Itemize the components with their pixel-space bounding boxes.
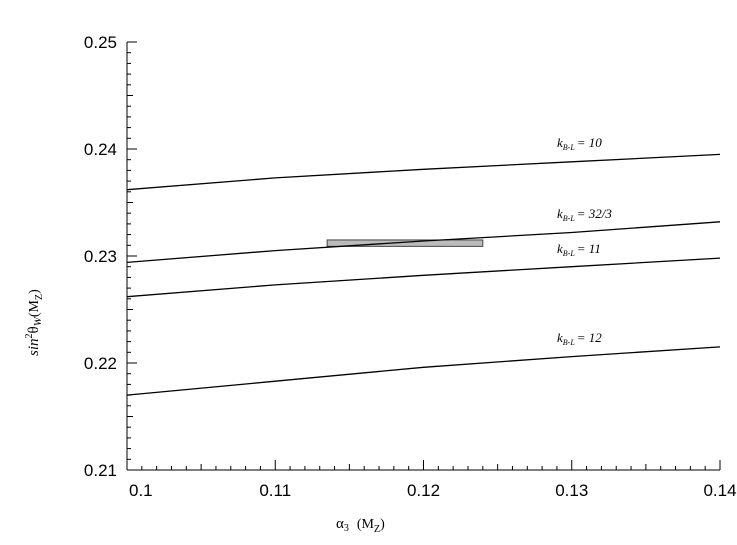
x-tick-label: 0.12 [407,481,440,500]
curve-label-2: kB-L = 11 [557,241,601,258]
curve-line-2 [126,257,721,298]
x-axis-label-main: α [336,516,344,532]
y-tick-label: 0.21 [84,461,117,480]
y-axis-label-sub: W [32,316,44,326]
y-axis-label-sup: 2 [24,333,35,338]
x-tick-label: 0.1 [129,481,153,500]
y-axis-label: sin2θW(MZ) [24,289,45,356]
y-axis-label-paren: (M [27,299,42,317]
y-axis-label-theta: θ [26,326,42,333]
y-tick-label: 0.24 [84,140,117,159]
ticks: 0.21 0.22 0.23 0.24 0.25 0.1 0.11 0.12 0.13 0.14 [84,33,737,500]
y-axis-label-pre: sin [26,338,42,356]
svg-text:α3(MZ): α3 (MZ) [336,516,385,535]
curve-line-3 [126,346,721,396]
x-axis-label-paren: (M [357,517,375,532]
axes [126,42,720,471]
x-axis-label-paren-close: ) [380,517,385,532]
curves [126,153,721,396]
measurement-band [326,239,484,247]
svg-text:sin2θW(MZ): sin2θW(MZ) [24,289,45,356]
curve-label-3: kB-L = 12 [557,330,602,347]
curve-labels: kB-L = 10 kB-L = 32/3 kB-L = 11 kB-L = 12 [557,135,612,347]
x-tick-label: 0.13 [555,481,588,500]
y-tick-label: 0.22 [84,354,117,373]
x-axis-label: α3 (MZ) [336,516,385,535]
y-axis-label-paren-sub: Z [34,294,45,300]
x-tick-label: 0.14 [703,481,736,500]
x-axis-label-sub: 3 [344,523,349,534]
curve-label-0: kB-L = 10 [557,135,602,152]
y-tick-label: 0.23 [84,247,117,266]
y-tick-label: 0.25 [84,33,117,52]
x-axis-label-paren-sub: Z [374,524,380,535]
curve-label-1: kB-L = 32/3 [557,206,612,223]
y-axis-label-paren-close: ) [27,289,42,294]
measurement-band-rect [326,239,484,247]
curve-line-1 [126,221,721,264]
curve-line-0 [126,153,721,191]
x-tick-label: 0.11 [259,481,291,500]
